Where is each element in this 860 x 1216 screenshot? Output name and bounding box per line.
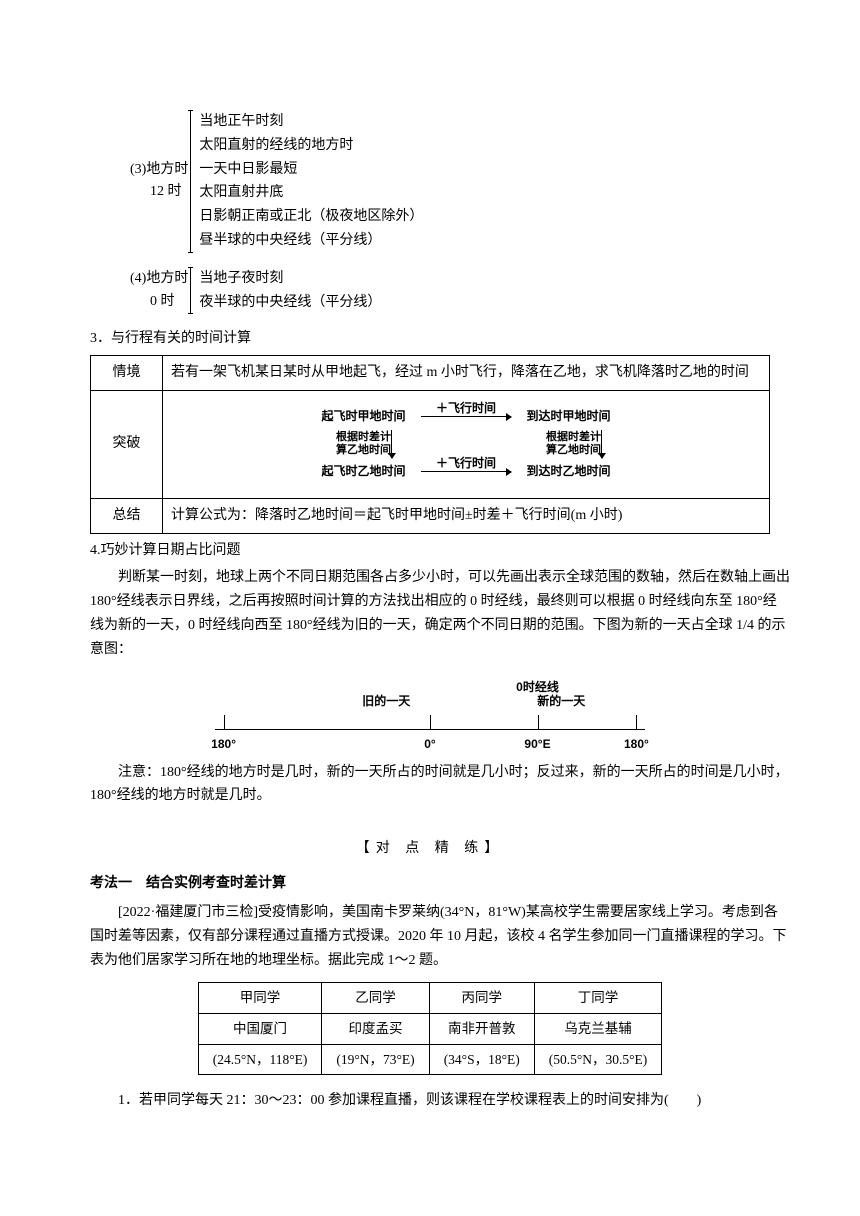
- axis-line: [215, 729, 645, 730]
- table-row: 总结 计算公式为：降落时乙地时间＝起飞时甲地时间±时差＋飞行时间(m 小时): [91, 498, 770, 533]
- b3-item: 昼半球的中央经线（平分线）: [199, 229, 423, 253]
- cell-diagram: 起飞时甲地时间 ＋飞行时间 到达时甲地时间 根据时差计算乙地时间 根据时: [163, 391, 770, 498]
- b3-item: 一天中日影最短: [199, 158, 423, 182]
- diag-cap1: ＋飞行时间: [421, 399, 511, 418]
- arrow-down-icon: [601, 430, 602, 458]
- axis-label: 180°: [624, 735, 649, 754]
- b4-lbl-bottom: 0 时: [130, 291, 175, 313]
- bracket-label-4: (4)地方时 0 时: [130, 268, 188, 313]
- bracket-content-4: 当地子夜时刻 夜半球的中央经线（平分线）: [190, 267, 381, 315]
- b4-item: 夜半球的中央经线（平分线）: [199, 291, 381, 315]
- flight-diagram: 起飞时甲地时间 ＋飞行时间 到达时甲地时间 根据时差计算乙地时间 根据时: [171, 397, 761, 491]
- axis-tick: [430, 715, 431, 729]
- axis-tick: [636, 715, 637, 729]
- kaofa-title: 考法一 结合实例考查时差计算: [60, 873, 800, 895]
- td: 印度孟买: [322, 1014, 429, 1045]
- b3-prefix: (3)地方时: [130, 159, 188, 181]
- axis-span-right: 新的一天: [518, 692, 606, 711]
- arrow-right-icon: ＋飞行时间: [421, 471, 511, 472]
- b3-lbl-bottom: 12 时: [130, 181, 182, 203]
- date-axis-diagram: 0时经线 旧的一天 新的一天 180° 0° 90°E 180°: [215, 678, 645, 737]
- diag-top-left: 起飞时甲地时间: [316, 407, 411, 426]
- section4-title: 4.巧妙计算日期占比问题: [60, 540, 800, 562]
- td: (24.5°N，118°E): [198, 1044, 322, 1075]
- bracket-block-3: (3)地方时 12 时 当地正午时刻 太阳直射的经线的地方时 一天中日影最短 太…: [60, 110, 800, 253]
- axis-tick: [224, 715, 225, 729]
- v-text-left: 根据时差计算乙地时间: [336, 431, 391, 459]
- axis-label: 90°E: [524, 735, 550, 754]
- cell-header: 总结: [91, 498, 163, 533]
- b3-item: 当地正午时刻: [199, 110, 423, 134]
- table-row: 中国厦门 印度孟买 南非开普敦 乌克兰基辅: [198, 1014, 662, 1045]
- table-row: (24.5°N，118°E) (19°N，73°E) (34°S，18°E) (…: [198, 1044, 662, 1075]
- axis-span-left: 旧的一天: [255, 692, 518, 711]
- th: 丙同学: [429, 983, 534, 1014]
- cell-header: 情境: [91, 355, 163, 390]
- cell-text: 若有一架飞机某日某时从甲地起飞，经过 m 小时飞行，降落在乙地，求飞机降落时乙地…: [163, 355, 770, 390]
- bracket-label-3: (3)地方时 12 时: [130, 159, 188, 204]
- td: 中国厦门: [198, 1014, 322, 1045]
- axis-tick: [538, 715, 539, 729]
- axis-label: 180°: [211, 735, 236, 754]
- td: (50.5°N，30.5°E): [534, 1044, 662, 1075]
- td: (34°S，18°E): [429, 1044, 534, 1075]
- diag-cap2: ＋飞行时间: [421, 454, 511, 473]
- cell-text: 计算公式为：降落时乙地时间＝起飞时甲地时间±时差＋飞行时间(m 小时): [163, 498, 770, 533]
- bracket-block-4: (4)地方时 0 时 当地子夜时刻 夜半球的中央经线（平分线）: [60, 267, 800, 315]
- diag-top-right: 到达时甲地时间: [521, 407, 616, 426]
- table-row: 甲同学 乙同学 丙同学 丁同学: [198, 983, 662, 1014]
- paragraph-2: 注意：180°经线的地方时是几时，新的一天所占的时间就是几小时；反过来，新的一天…: [60, 761, 800, 809]
- center-section-title: 【对 点 精 练】: [60, 838, 800, 860]
- table-row: 情境 若有一架飞机某日某时从甲地起飞，经过 m 小时飞行，降落在乙地，求飞机降落…: [91, 355, 770, 390]
- b4-prefix: (4)地方时: [130, 268, 188, 290]
- b3-item: 太阳直射的经线的地方时: [199, 134, 423, 158]
- td: 乌克兰基辅: [534, 1014, 662, 1045]
- th: 丁同学: [534, 983, 662, 1014]
- bracket-content-3: 当地正午时刻 太阳直射的经线的地方时 一天中日影最短 太阳直射井底 日影朝正南或…: [190, 110, 423, 253]
- travel-time-table: 情境 若有一架飞机某日某时从甲地起飞，经过 m 小时飞行，降落在乙地，求飞机降落…: [90, 355, 770, 534]
- b4-item: 当地子夜时刻: [199, 267, 381, 291]
- paragraph-1: 判断某一时刻，地球上两个不同日期范围各占多少小时，可以先画出表示全球范围的数轴，…: [60, 566, 800, 661]
- students-table: 甲同学 乙同学 丙同学 丁同学 中国厦门 印度孟买 南非开普敦 乌克兰基辅 (2…: [198, 982, 663, 1075]
- paragraph-3: [2022·福建厦门市三检]受疫情影响，美国南卡罗莱纳(34°N，81°W)某高…: [60, 901, 800, 972]
- section3-title: 3．与行程有关的时间计算: [60, 328, 800, 350]
- table-row: 突破 起飞时甲地时间 ＋飞行时间 到达时甲地时间 根据时差计算乙地时间: [91, 391, 770, 498]
- v-text-right: 根据时差计算乙地时间: [546, 431, 601, 459]
- b3-item: 日影朝正南或正北（极夜地区除外）: [199, 205, 423, 229]
- td: (19°N，73°E): [322, 1044, 429, 1075]
- cell-header: 突破: [91, 391, 163, 498]
- question-1: 1．若甲同学每天 21：30～23：00 参加课程直播，则该课程在学校课程表上的…: [60, 1089, 800, 1113]
- diag-bot-right: 到达时乙地时间: [521, 462, 616, 481]
- th: 甲同学: [198, 983, 322, 1014]
- td: 南非开普敦: [429, 1014, 534, 1045]
- axis-label: 0°: [424, 735, 435, 754]
- arrow-right-icon: ＋飞行时间: [421, 416, 511, 417]
- diag-bot-left: 起飞时乙地时间: [316, 462, 411, 481]
- th: 乙同学: [322, 983, 429, 1014]
- arrow-down-icon: [391, 430, 392, 458]
- b3-item: 太阳直射井底: [199, 181, 423, 205]
